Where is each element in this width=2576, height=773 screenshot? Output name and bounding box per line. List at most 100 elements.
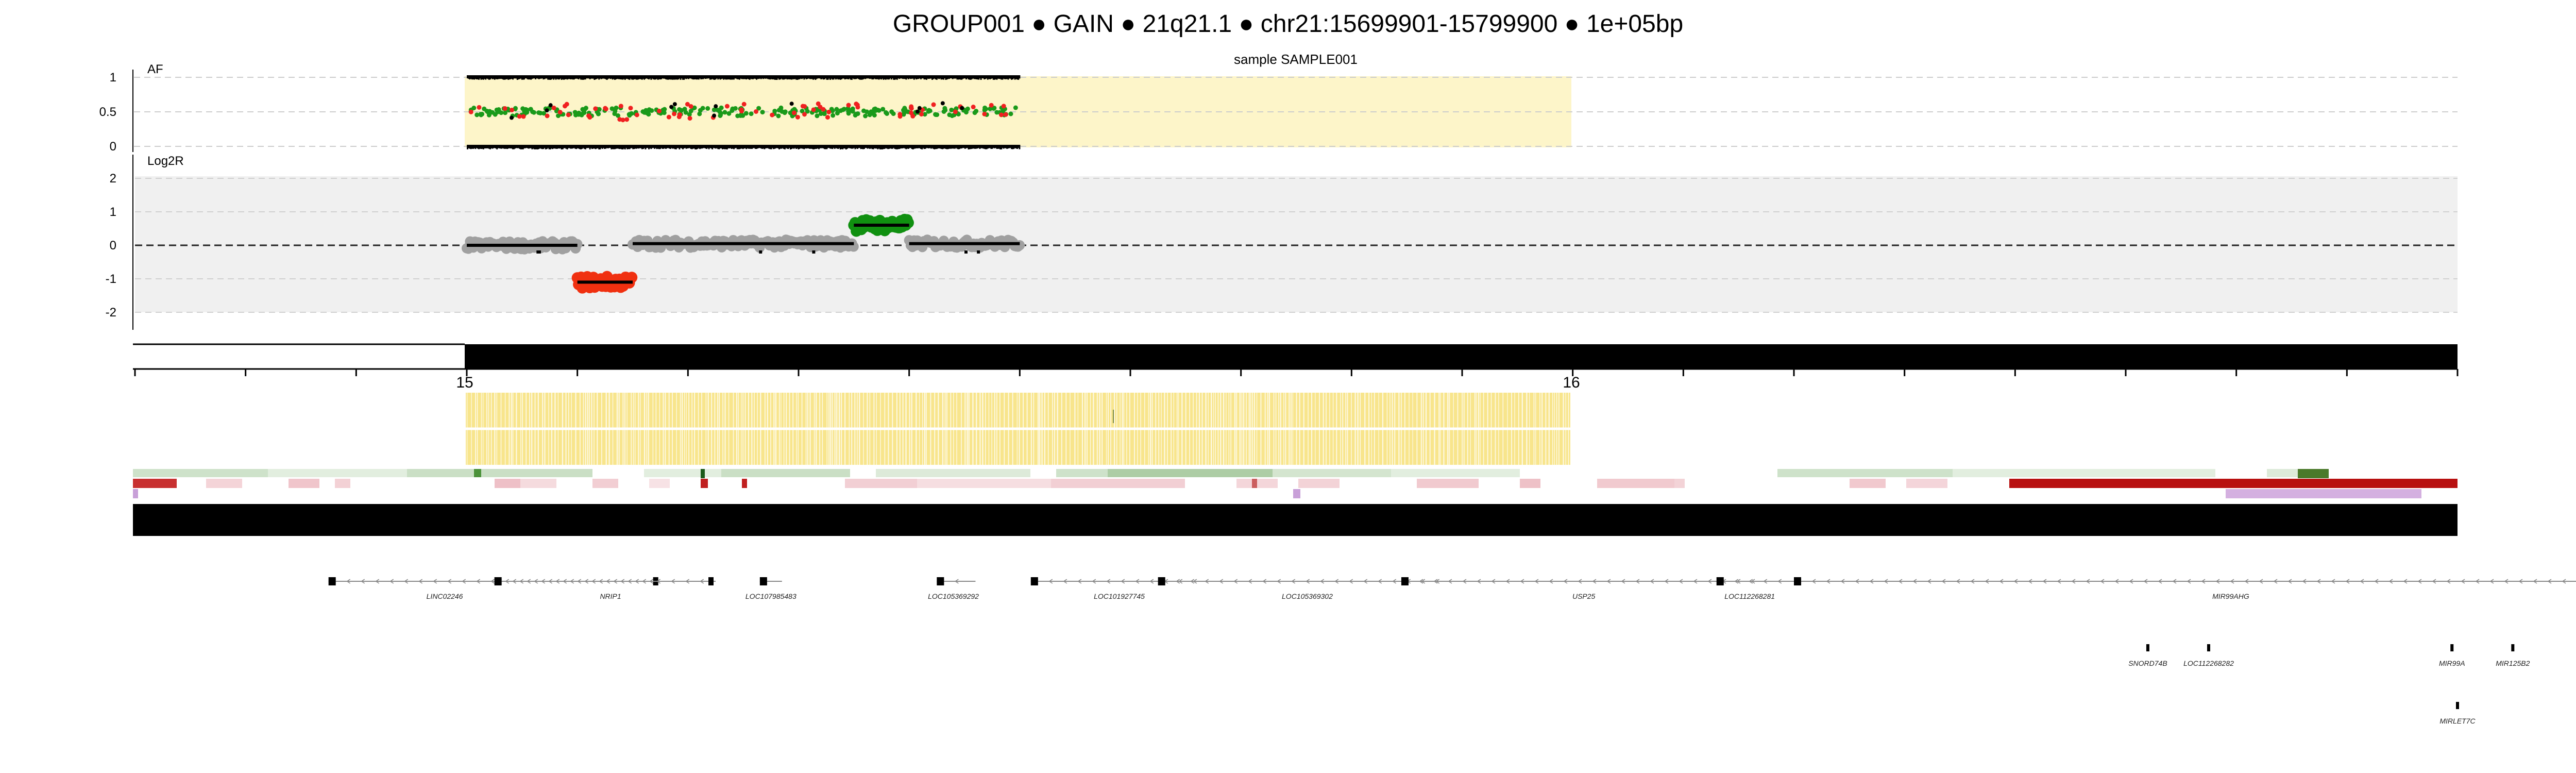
af-hom-point (698, 75, 700, 80)
af-ref-point (563, 145, 565, 148)
af-ref-point (918, 145, 920, 148)
af-hom-point (750, 75, 752, 79)
af-het-point (909, 104, 914, 109)
af-ref-point (683, 145, 685, 148)
af-ref-point (624, 145, 626, 149)
af-ref-point (494, 145, 496, 148)
af-ref-point (645, 145, 647, 149)
af-ref-point (477, 145, 479, 149)
af-het-point (931, 102, 936, 107)
af-het-point (474, 112, 480, 117)
af-hom-point (918, 75, 920, 79)
af-het-point (988, 106, 993, 111)
gene-strand-arrow (1534, 579, 1539, 584)
af-hom-point (650, 75, 652, 80)
gene-strand-arrow (1077, 579, 1082, 584)
af-ref-point (592, 145, 595, 149)
af-ref-point (944, 145, 946, 149)
gene-strand-arrow (2215, 579, 2220, 584)
gene-strand-arrow (2475, 579, 2480, 584)
heat-red-block (1674, 479, 1685, 488)
af-ref-point (839, 145, 841, 149)
af-hom-point (841, 75, 842, 79)
af-ref-point (730, 145, 732, 148)
af-hom-point (601, 75, 603, 79)
af-het-point (910, 113, 916, 119)
af-other-point (714, 104, 718, 109)
af-hom-point (728, 75, 731, 80)
af-ref-point (628, 145, 630, 149)
af-ref-point (868, 145, 870, 148)
gene-strand-arrow (361, 579, 365, 584)
gene-label: LINC02246 (427, 592, 463, 600)
af-hom-point (614, 75, 616, 80)
gene-label: MIR99AHG (2212, 592, 2249, 600)
af-hom-point (849, 75, 851, 79)
af-ref-point (501, 145, 502, 149)
af-hom-point (913, 75, 915, 80)
af-ref-point (492, 145, 494, 149)
af-hom-point (933, 75, 935, 79)
af-ref-point (988, 145, 990, 148)
af-hom-point (774, 75, 776, 80)
af-hom-point (860, 75, 862, 80)
af-ref-point (996, 145, 998, 149)
af-ref-point (999, 145, 1001, 149)
af-hom-point (907, 75, 909, 79)
af-ref-point (715, 145, 717, 149)
af-hom-point (635, 75, 637, 80)
af-ref-point (834, 145, 836, 149)
af-hom-point (742, 75, 744, 79)
af-ref-point (848, 145, 850, 148)
af-hom-point (567, 75, 569, 79)
heat-red-mark (701, 479, 708, 488)
af-hom-point (531, 75, 533, 79)
af-hom-point (868, 75, 870, 79)
af-hom-point (667, 75, 669, 80)
af-ref-point (493, 145, 495, 148)
af-ref-point (788, 145, 790, 148)
gene-strand-arrow (346, 579, 351, 584)
af-ref-point (890, 145, 892, 149)
af-ref-point (831, 145, 833, 149)
gene-strand-arrow (2547, 579, 2552, 584)
af-hom-point (863, 75, 865, 79)
af-ref-point (588, 145, 590, 148)
af-hom-point (1008, 75, 1010, 79)
af-ref-point (888, 145, 890, 149)
gene-strand-arrow (1985, 579, 1989, 584)
af-hom-point (526, 75, 528, 79)
af-ref-point (794, 145, 796, 148)
af-ref-point (802, 145, 804, 149)
log2r-ytick-1: 1 (110, 205, 116, 219)
af-ref-point (589, 145, 591, 149)
af-hom-point (982, 75, 984, 79)
af-hom-point (649, 75, 651, 79)
af-ref-point (955, 145, 957, 148)
af-het-point (998, 112, 1004, 117)
af-ref-point (734, 145, 736, 148)
gene-strand-arrow (1334, 579, 1339, 584)
af-hom-point (1007, 75, 1009, 80)
af-het-point (861, 108, 867, 113)
af-ref-point (553, 145, 555, 149)
af-hom-point (770, 75, 772, 79)
af-hom-point (900, 75, 902, 79)
af-ref-point (869, 145, 871, 149)
af-hom-point (1018, 75, 1020, 80)
heat-red-block (1520, 479, 1540, 488)
af-hom-point (656, 75, 658, 79)
af-hom-point (1003, 75, 1005, 79)
af-ref-point (985, 145, 987, 149)
af-hom-point (621, 75, 623, 80)
af-ref-point (662, 145, 664, 149)
af-ref-point (725, 145, 727, 149)
af-het-point (989, 103, 994, 108)
af-het-point (770, 112, 775, 117)
af-ref-point (716, 145, 718, 148)
af-het-point (826, 109, 832, 114)
af-het-point (855, 103, 860, 108)
af-ref-point (886, 145, 888, 149)
gene-strand-arrow (555, 579, 560, 584)
af-hom-point (1002, 75, 1004, 80)
